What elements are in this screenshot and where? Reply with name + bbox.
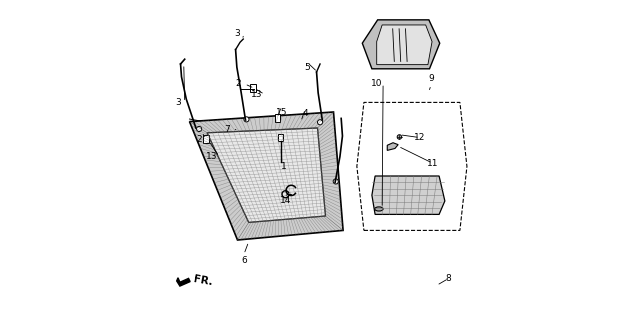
Text: 12: 12 <box>414 133 425 142</box>
Text: 10: 10 <box>371 79 382 88</box>
Text: 1: 1 <box>281 162 287 171</box>
Polygon shape <box>372 176 445 214</box>
Polygon shape <box>207 128 326 222</box>
Ellipse shape <box>375 207 383 211</box>
Text: 4: 4 <box>302 109 308 118</box>
Polygon shape <box>387 143 398 150</box>
Text: 3: 3 <box>234 29 241 38</box>
Text: 6: 6 <box>241 256 247 265</box>
Text: 7: 7 <box>224 125 230 134</box>
Text: 2: 2 <box>196 135 202 144</box>
Circle shape <box>318 120 323 125</box>
Text: 9: 9 <box>428 74 434 83</box>
Circle shape <box>333 179 338 184</box>
Text: 14: 14 <box>281 196 292 204</box>
Circle shape <box>244 117 249 122</box>
Bar <box>203 135 209 143</box>
Polygon shape <box>177 278 190 286</box>
Text: FR.: FR. <box>192 274 213 287</box>
Text: 3: 3 <box>175 98 181 107</box>
Text: 11: 11 <box>427 159 438 168</box>
Circle shape <box>397 135 402 139</box>
Text: 2: 2 <box>236 79 241 88</box>
Text: 13: 13 <box>251 90 262 99</box>
Bar <box>250 84 256 92</box>
Text: 15: 15 <box>276 108 288 116</box>
Text: 5: 5 <box>304 63 310 72</box>
Text: 13: 13 <box>206 152 217 161</box>
Bar <box>274 114 280 122</box>
Polygon shape <box>189 112 343 240</box>
Bar <box>279 134 283 141</box>
Circle shape <box>197 126 202 132</box>
Polygon shape <box>363 20 440 69</box>
Polygon shape <box>377 25 432 65</box>
Text: 8: 8 <box>446 274 451 283</box>
